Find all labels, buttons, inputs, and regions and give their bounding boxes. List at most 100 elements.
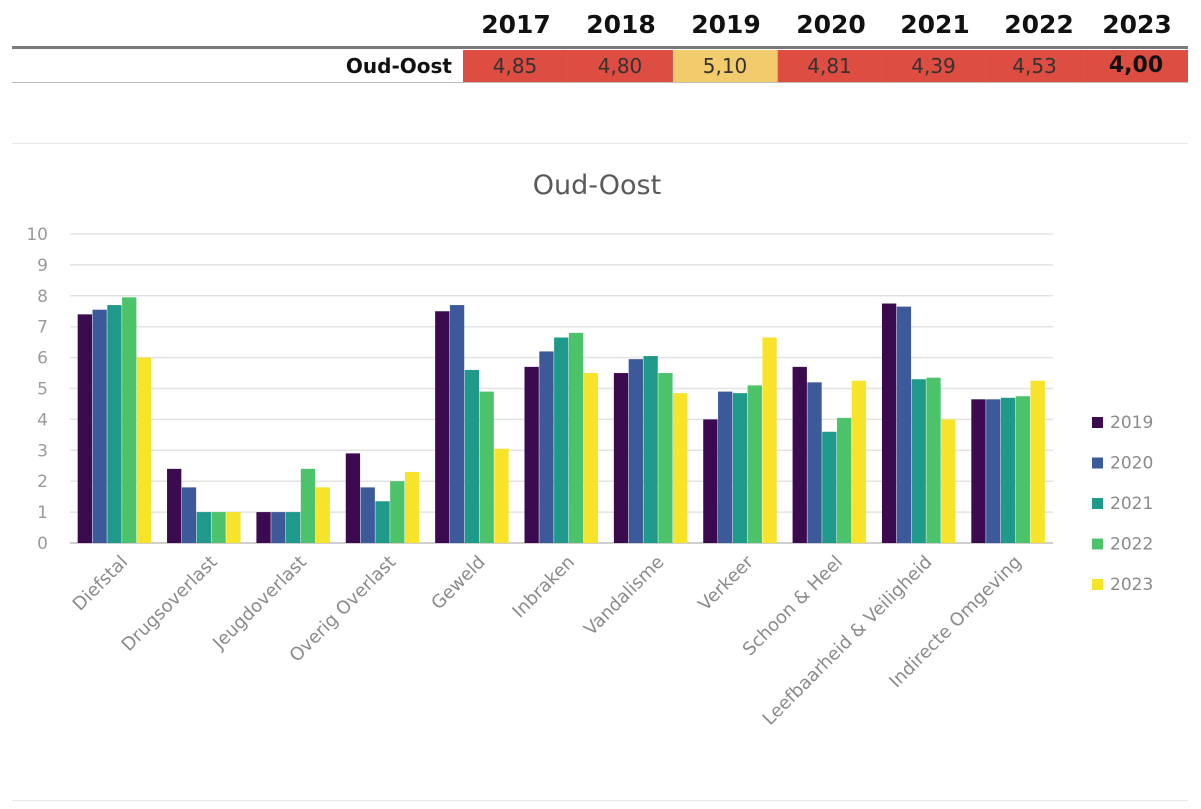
score-cell: 4,81 xyxy=(778,50,882,82)
bar xyxy=(851,380,867,543)
bar xyxy=(703,419,718,543)
chart-title: Oud-Oost xyxy=(533,170,661,201)
bar xyxy=(836,417,852,543)
year-header: 2017 xyxy=(481,10,551,39)
x-tick-label: Verkeer xyxy=(694,551,758,615)
bar-chart: Oud-Oost 0 1 2 3 4 5 6 7 8 9 10 DiefstalDrugsoverl… xyxy=(26,170,1153,730)
bar xyxy=(643,356,658,543)
bar xyxy=(390,481,405,543)
bar xyxy=(122,297,137,543)
bar xyxy=(911,379,926,543)
bar xyxy=(226,512,241,543)
section-divider xyxy=(12,800,1188,801)
year-header: 2021 xyxy=(900,10,970,39)
bar xyxy=(435,311,450,543)
bar xyxy=(986,399,1001,543)
bar xyxy=(807,382,822,543)
year-header: 2020 xyxy=(796,10,866,39)
year-header: 2018 xyxy=(586,10,656,39)
bar xyxy=(494,448,509,543)
year-header: 2019 xyxy=(691,10,761,39)
y-tick-label: 4 xyxy=(37,410,48,430)
y-tick-label: 6 xyxy=(37,349,48,369)
bar xyxy=(92,309,107,543)
legend-swatch xyxy=(1092,417,1103,428)
bar xyxy=(449,305,465,543)
bar xyxy=(732,393,748,543)
bar xyxy=(628,359,643,543)
y-tick-label: 2 xyxy=(37,472,48,492)
bar xyxy=(1015,396,1031,543)
y-tick-label: 5 xyxy=(37,380,48,400)
bar xyxy=(971,399,986,543)
x-tick-label: Jeugdoverlast xyxy=(208,552,311,655)
legend-label: 2020 xyxy=(1110,454,1153,474)
bar xyxy=(196,512,211,543)
bar xyxy=(1030,380,1045,543)
bar xyxy=(404,471,420,543)
bar xyxy=(673,393,688,543)
bar xyxy=(479,391,494,543)
bar xyxy=(300,468,316,543)
y-tick-label: 8 xyxy=(37,287,48,307)
section-divider xyxy=(12,143,1188,144)
bar xyxy=(718,391,733,543)
y-tick-label: 0 xyxy=(37,534,48,554)
bar xyxy=(524,366,539,543)
x-tick-label: Leefbaarheid & Veiligheid xyxy=(759,552,937,730)
bar xyxy=(822,431,837,543)
score-cell: 4,00 xyxy=(1084,50,1188,82)
score-cell: 4,85 xyxy=(463,50,568,82)
bar xyxy=(792,366,807,543)
bar xyxy=(211,512,226,543)
x-tick-label: Vandalisme xyxy=(580,552,668,640)
bar xyxy=(360,487,375,543)
bar xyxy=(315,487,330,543)
y-tick-label: 7 xyxy=(37,318,48,338)
x-tick-label: Diefstal xyxy=(69,552,132,615)
score-cell: 4,80 xyxy=(568,50,673,82)
bars xyxy=(77,297,1045,543)
bar xyxy=(464,369,480,543)
y-tick-label: 1 xyxy=(37,503,48,523)
bar xyxy=(77,314,92,543)
y-tick-label: 9 xyxy=(37,256,48,276)
bar xyxy=(1000,397,1016,543)
legend-swatch xyxy=(1092,457,1103,469)
bar xyxy=(539,351,554,543)
bar xyxy=(568,332,584,543)
legend: 2019 2020 2021 2022 2023 xyxy=(1092,413,1153,595)
score-cell: 4,53 xyxy=(986,50,1084,82)
bar xyxy=(613,373,629,543)
legend-swatch xyxy=(1092,498,1103,509)
bar xyxy=(256,512,271,543)
bar xyxy=(747,385,762,543)
x-tick-label: Geweld xyxy=(427,552,489,614)
x-tick-label: Inbraken xyxy=(508,552,579,623)
y-tick-label: 10 xyxy=(26,225,48,245)
bar xyxy=(658,373,673,543)
header-rule xyxy=(12,46,1188,49)
legend-label: 2021 xyxy=(1110,494,1153,514)
x-axis-labels: DiefstalDrugsoverlastJeugdoverlastOverig… xyxy=(69,551,1026,729)
legend-label: 2023 xyxy=(1110,575,1153,595)
year-header: 2023 xyxy=(1102,10,1172,39)
bar xyxy=(554,337,569,543)
score-cell: 4,39 xyxy=(882,50,986,82)
score-table: 2017 2018 2019 2020 2021 2022 2023 Oud-O… xyxy=(0,0,1201,90)
bar xyxy=(926,377,941,543)
row-rule xyxy=(12,82,1188,83)
year-header: 2022 xyxy=(1004,10,1074,39)
legend-label: 2022 xyxy=(1110,535,1153,555)
score-cell: 5,10 xyxy=(673,50,778,82)
bar xyxy=(167,468,182,543)
x-tick-label: Drugsoverlast xyxy=(118,552,222,656)
bar xyxy=(136,357,152,543)
row-label: Oud-Oost xyxy=(345,54,452,78)
legend-swatch xyxy=(1092,579,1103,590)
bar xyxy=(941,419,956,543)
legend-label: 2019 xyxy=(1110,413,1153,433)
bar xyxy=(762,337,777,543)
bar xyxy=(181,487,197,543)
bar xyxy=(345,453,361,543)
